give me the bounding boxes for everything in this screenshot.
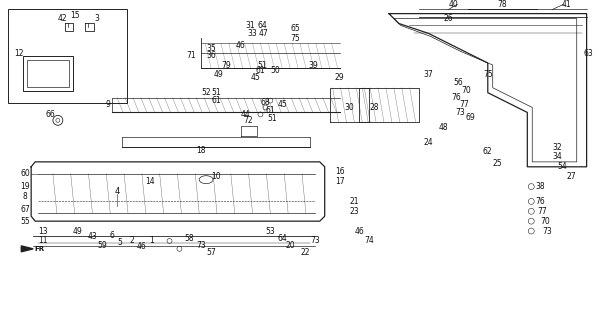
Text: 49: 49 — [214, 70, 224, 79]
Text: 78: 78 — [498, 0, 507, 9]
Text: 61: 61 — [211, 96, 221, 105]
Text: 61: 61 — [256, 67, 265, 76]
Text: 16: 16 — [335, 167, 344, 176]
Text: 64: 64 — [258, 21, 267, 30]
Text: 12: 12 — [14, 49, 24, 58]
Text: 42: 42 — [58, 14, 68, 23]
Text: 73: 73 — [196, 241, 206, 250]
Text: 51: 51 — [268, 114, 277, 123]
Text: 53: 53 — [265, 227, 275, 236]
Text: 36: 36 — [206, 51, 216, 60]
Text: 38: 38 — [536, 182, 545, 191]
Text: 13: 13 — [38, 227, 48, 236]
Text: 66: 66 — [45, 110, 55, 119]
Text: 49: 49 — [72, 227, 83, 236]
Text: 25: 25 — [493, 159, 503, 168]
Text: 64: 64 — [277, 235, 287, 244]
Text: 58: 58 — [184, 235, 194, 244]
Text: 5: 5 — [117, 238, 123, 247]
Text: 20: 20 — [285, 241, 295, 250]
Text: 73: 73 — [542, 227, 552, 236]
Bar — [23, 56, 72, 91]
Text: 35: 35 — [206, 44, 216, 53]
Text: 63: 63 — [583, 49, 594, 58]
Text: 46: 46 — [137, 242, 147, 252]
Text: 33: 33 — [247, 29, 258, 38]
Text: 61: 61 — [265, 106, 275, 115]
Text: 45: 45 — [277, 100, 287, 109]
Text: 46: 46 — [355, 227, 364, 236]
Text: 75: 75 — [483, 70, 492, 79]
Text: 74: 74 — [364, 236, 374, 245]
Text: 44: 44 — [241, 110, 250, 119]
Text: 51: 51 — [211, 88, 221, 97]
Text: 23: 23 — [350, 207, 359, 216]
Bar — [8, 9, 127, 103]
Text: 26: 26 — [443, 14, 453, 23]
Text: 27: 27 — [567, 172, 577, 181]
Text: 71: 71 — [186, 51, 196, 60]
Text: 37: 37 — [423, 70, 433, 79]
Text: 67: 67 — [20, 205, 30, 214]
Text: FR: FR — [34, 246, 44, 252]
Text: 68: 68 — [261, 98, 270, 107]
Text: 29: 29 — [335, 73, 344, 82]
Text: 28: 28 — [370, 103, 379, 112]
Text: 4: 4 — [114, 187, 120, 196]
Text: 70: 70 — [540, 217, 550, 226]
Text: 47: 47 — [259, 29, 268, 38]
Text: 73: 73 — [455, 108, 465, 117]
Text: 72: 72 — [244, 116, 253, 125]
Text: 8: 8 — [23, 192, 28, 201]
Text: 41: 41 — [562, 0, 571, 9]
Text: 17: 17 — [335, 177, 344, 186]
Text: 60: 60 — [20, 169, 30, 178]
Text: 46: 46 — [236, 41, 246, 50]
Text: 32: 32 — [552, 142, 562, 152]
Text: 18: 18 — [196, 147, 206, 156]
Text: 77: 77 — [537, 207, 547, 216]
Text: 24: 24 — [423, 138, 433, 147]
Text: 48: 48 — [438, 123, 448, 132]
Text: 21: 21 — [350, 197, 359, 206]
Text: 65: 65 — [290, 24, 300, 33]
Text: 57: 57 — [206, 248, 216, 257]
Text: 75: 75 — [290, 34, 300, 43]
Text: 11: 11 — [38, 236, 48, 245]
Text: 54: 54 — [557, 162, 567, 171]
Text: 30: 30 — [344, 103, 354, 112]
Text: 40: 40 — [448, 0, 458, 9]
Text: 14: 14 — [145, 177, 155, 186]
Text: 3: 3 — [94, 14, 99, 23]
Text: 77: 77 — [459, 100, 469, 109]
Bar — [27, 60, 69, 87]
Text: 79: 79 — [221, 60, 231, 69]
Text: 62: 62 — [483, 148, 492, 156]
Text: 1: 1 — [149, 236, 154, 245]
Text: 76: 76 — [451, 93, 461, 102]
Text: 56: 56 — [453, 78, 463, 87]
Text: 55: 55 — [20, 217, 30, 226]
Text: 19: 19 — [20, 182, 30, 191]
Text: 69: 69 — [465, 113, 475, 122]
Text: 6: 6 — [110, 231, 114, 241]
Text: 34: 34 — [552, 152, 562, 161]
Text: 10: 10 — [211, 172, 221, 181]
Text: 73: 73 — [310, 236, 320, 245]
Text: 59: 59 — [98, 241, 107, 250]
Text: 2: 2 — [129, 236, 134, 245]
Text: 9: 9 — [106, 100, 111, 109]
Text: 39: 39 — [308, 60, 317, 69]
Text: 70: 70 — [461, 86, 471, 95]
Text: 22: 22 — [300, 248, 310, 257]
Text: 76: 76 — [536, 197, 545, 206]
Text: 31: 31 — [246, 21, 255, 30]
Text: 52: 52 — [201, 88, 211, 97]
Text: 43: 43 — [87, 232, 97, 242]
Text: 51: 51 — [258, 60, 267, 69]
Text: 50: 50 — [270, 67, 280, 76]
Polygon shape — [22, 246, 33, 252]
Text: 15: 15 — [70, 11, 80, 20]
Text: 45: 45 — [250, 73, 261, 82]
